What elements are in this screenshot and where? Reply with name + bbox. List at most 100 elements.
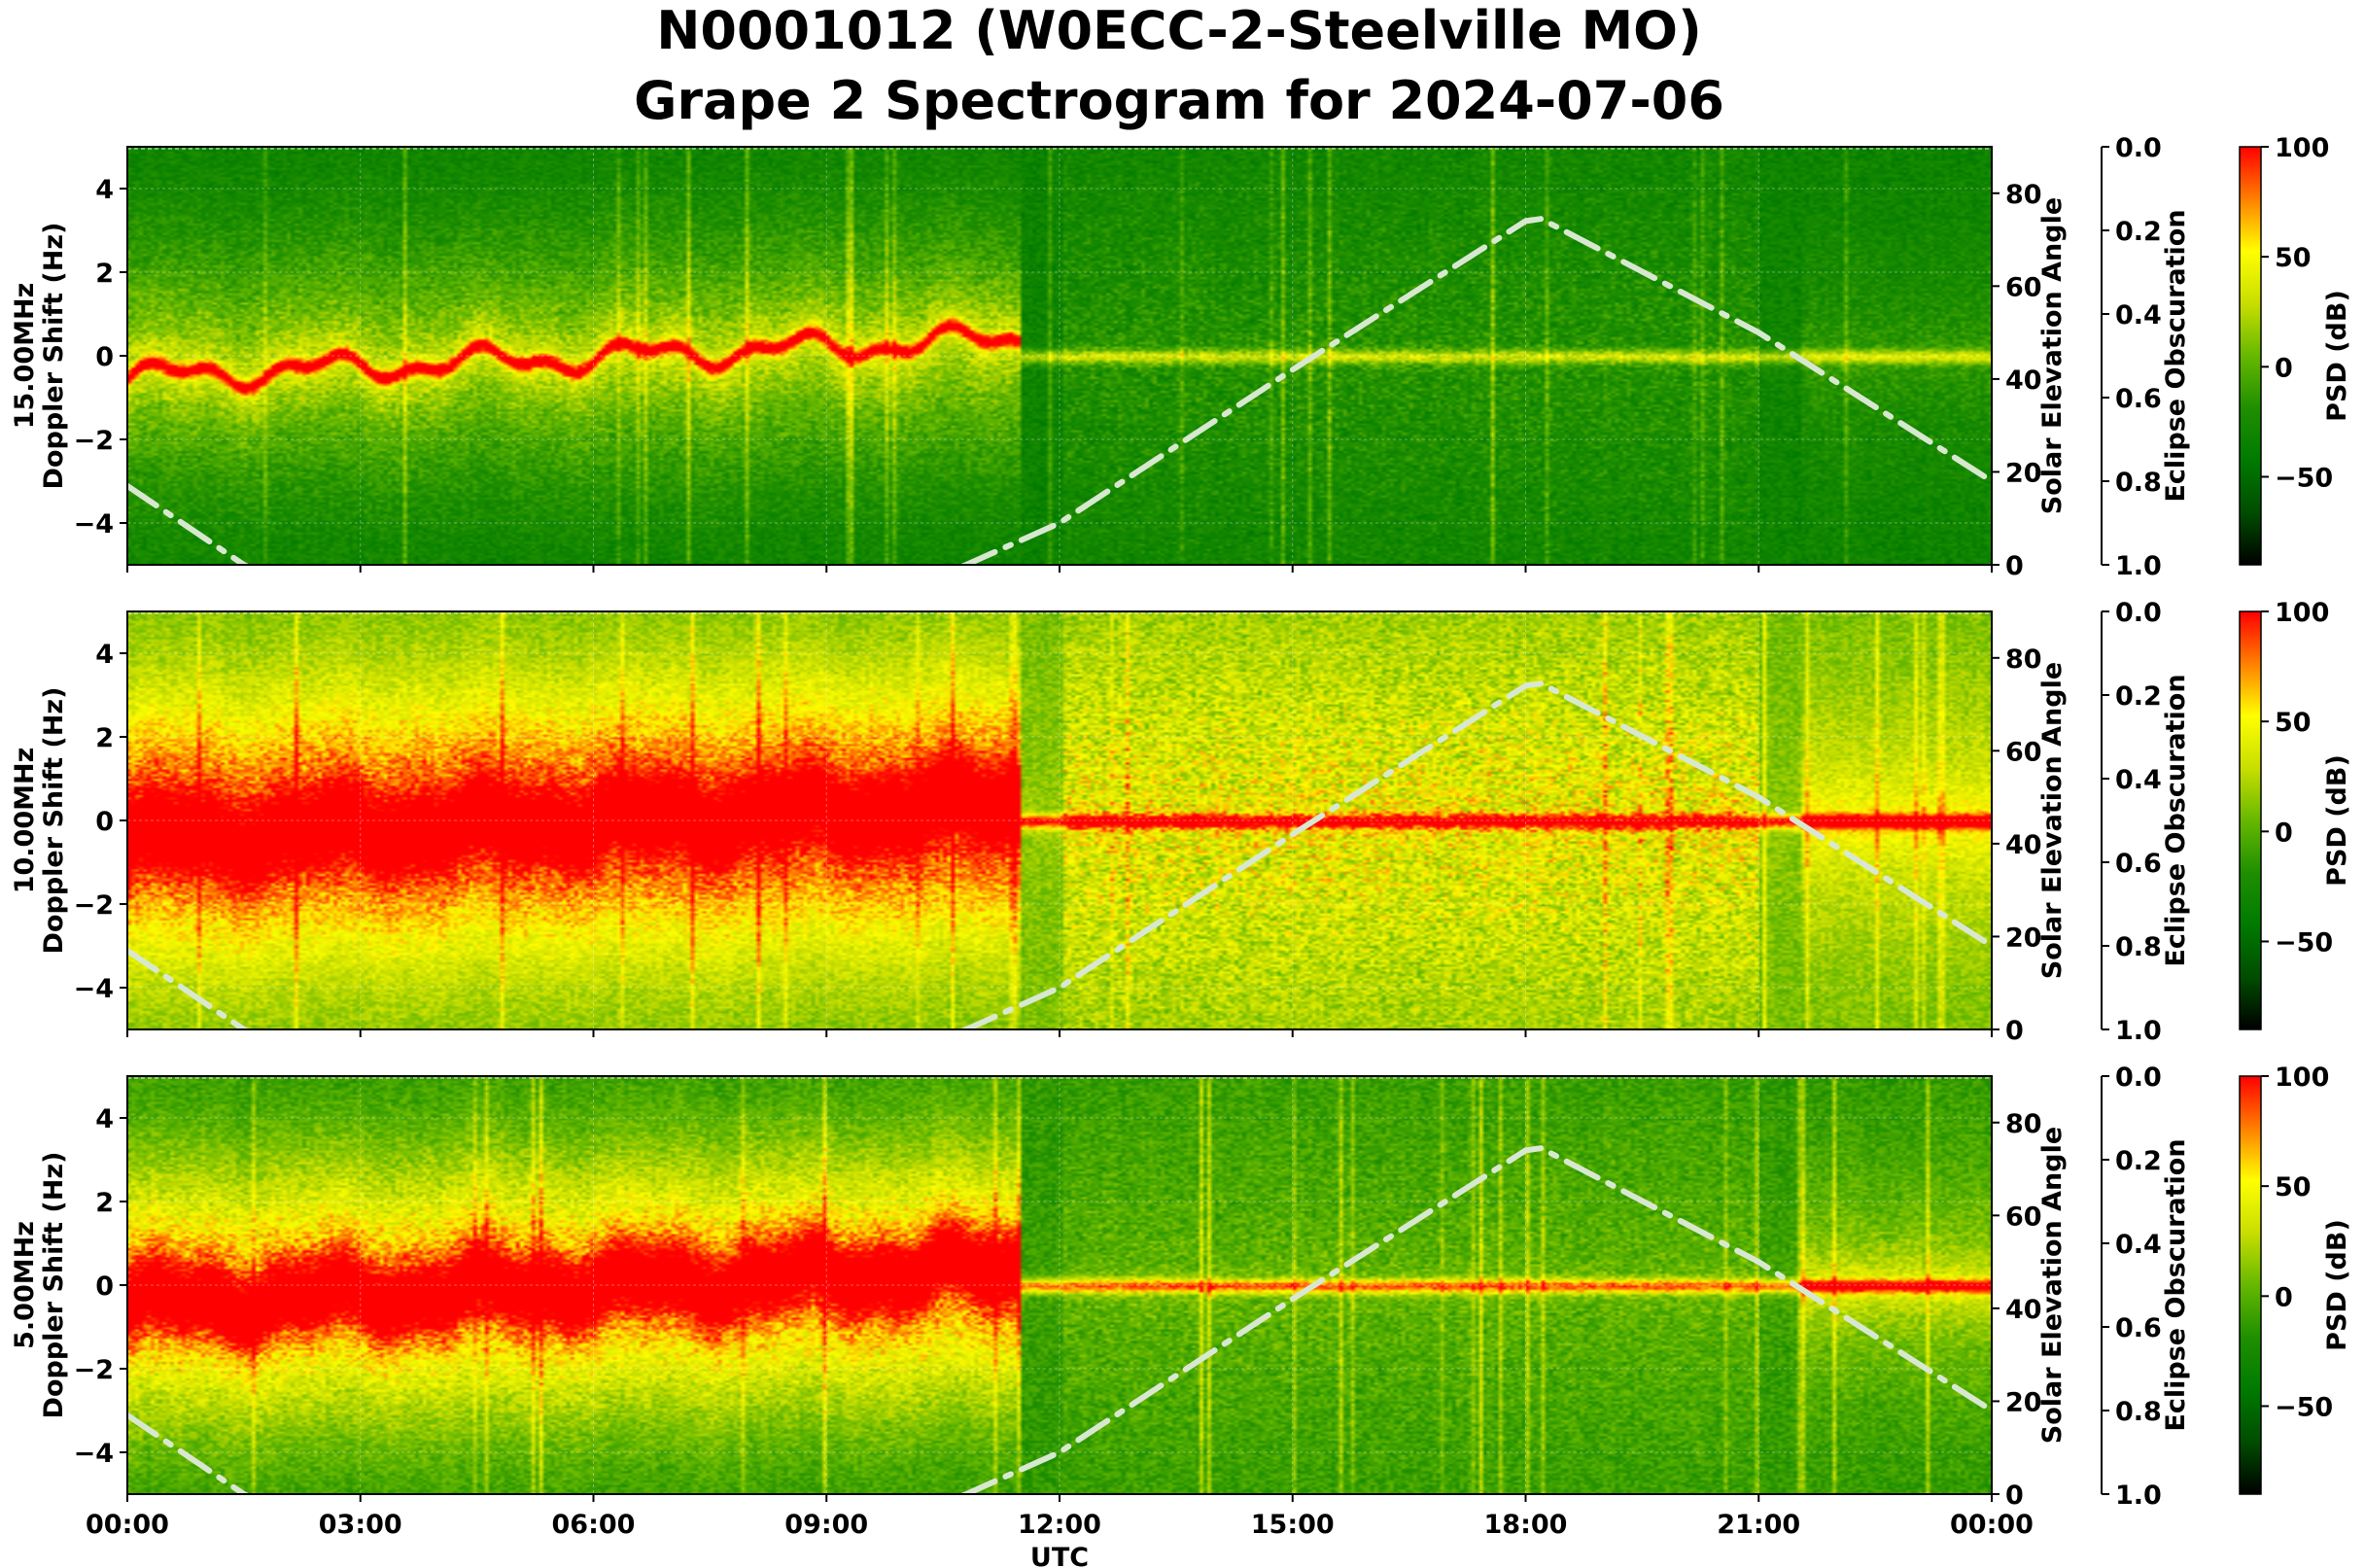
solar-tick-label: 60 xyxy=(2005,1202,2042,1232)
solar-tick-label: 80 xyxy=(2005,180,2042,210)
colorbar xyxy=(2239,1075,2262,1495)
colorbar-tick-label: 50 xyxy=(2275,708,2312,738)
x-tick-label: 00:00 xyxy=(86,1510,169,1540)
colorbar-tick-label: −50 xyxy=(2275,1392,2333,1422)
y-axis-label-band: 10.00MHz xyxy=(10,748,40,894)
colorbar-tick-label: 0 xyxy=(2275,1282,2293,1312)
colorbar-tick-label: 100 xyxy=(2275,598,2329,628)
colorbar-tick-label: 100 xyxy=(2275,133,2329,163)
y-tick-label: 4 xyxy=(95,175,114,205)
eclipse-tick-label: 0.6 xyxy=(2115,1313,2162,1343)
y-tick-label: 0 xyxy=(95,342,114,372)
y-axis-label: Doppler Shift (Hz) xyxy=(39,223,69,490)
y-tick-label: 2 xyxy=(95,723,114,753)
panel-5-00mhz: 4 2 0 −2 −4 00:00 03:00 06:00 09:00 12:00 15:00 18:… xyxy=(10,1063,2352,1568)
y-tick-label: −4 xyxy=(74,1439,114,1469)
solar-tick-label: 80 xyxy=(2005,645,2042,675)
solar-tick-label: 0 xyxy=(2005,551,2024,581)
y-tick-label: −2 xyxy=(74,1355,114,1385)
eclipse-tick-label: 1.0 xyxy=(2115,1016,2162,1046)
x-tick-label: 18:00 xyxy=(1484,1510,1568,1540)
x-tick-label: 06:00 xyxy=(552,1510,636,1540)
spectrogram-image xyxy=(127,1076,1992,1494)
solar-tick-label: 20 xyxy=(2005,923,2042,953)
y-tick-label: 4 xyxy=(95,640,114,670)
y-axis-label-band: 5.00MHz xyxy=(10,1221,40,1349)
x-tick-label: 21:00 xyxy=(1717,1510,1800,1540)
colorbar-label: PSD (dB) xyxy=(2322,754,2352,887)
y-tick-label: 2 xyxy=(95,1188,114,1218)
y-axis-label-band: 15.00MHz xyxy=(10,283,40,430)
eclipse-tick-label: 0.4 xyxy=(2115,765,2162,795)
y-axis-label: Doppler Shift (Hz) xyxy=(39,1152,69,1419)
colorbar-tick-label: −50 xyxy=(2275,463,2333,493)
eclipse-axis-label: Eclipse Obscuration xyxy=(2161,209,2191,502)
eclipse-tick-label: 0.8 xyxy=(2115,932,2162,962)
eclipse-axis-label: Eclipse Obscuration xyxy=(2161,1138,2191,1431)
colorbar-tick-label: 100 xyxy=(2275,1063,2329,1093)
eclipse-tick-label: 1.0 xyxy=(2115,551,2162,581)
colorbar-label: PSD (dB) xyxy=(2322,1219,2352,1351)
colorbar-tick-label: 0 xyxy=(2275,353,2293,383)
figure-title-line1: N0001012 (W0ECC-2-Steelville MO) xyxy=(656,0,1702,61)
x-tick-label: 09:00 xyxy=(784,1510,868,1540)
spectrogram-image xyxy=(127,611,1992,1029)
colorbar-label: PSD (dB) xyxy=(2322,290,2352,422)
panel-10-00mhz: 420−2−410.00MHz Doppler Shift (Hz)0204060… xyxy=(10,598,2352,1046)
y-tick-label: 4 xyxy=(95,1104,114,1134)
solar-elevation-curve xyxy=(127,680,1992,1029)
y-tick-label: 0 xyxy=(95,1272,114,1302)
solar-tick-label: 20 xyxy=(2005,458,2042,488)
solar-tick-label: 80 xyxy=(2005,1109,2042,1139)
eclipse-tick-label: 0.6 xyxy=(2115,384,2162,414)
colorbar-tick-label: 50 xyxy=(2275,1172,2312,1202)
eclipse-tick-label: 0.4 xyxy=(2115,1230,2162,1260)
eclipse-tick-label: 0.2 xyxy=(2115,681,2162,712)
solar-elevation-curve xyxy=(127,216,1992,565)
grid-lines xyxy=(126,1076,1993,1494)
x-tick-label: 03:00 xyxy=(319,1510,402,1540)
x-tick-label: 15:00 xyxy=(1251,1510,1335,1540)
solar-tick-label: 40 xyxy=(2005,1295,2042,1325)
solar-tick-label: 40 xyxy=(2005,830,2042,860)
solar-axis-label: Solar Elevation Angle xyxy=(2037,662,2068,979)
colorbar-tick-label: −50 xyxy=(2275,927,2333,958)
solar-elevation-curve xyxy=(127,1145,1992,1494)
eclipse-tick-label: 0.4 xyxy=(2115,300,2162,331)
panel-15-00mhz: 420−2−415.00MHz Doppler Shift (Hz)0204060… xyxy=(10,133,2352,581)
solar-tick-label: 60 xyxy=(2005,272,2042,302)
eclipse-tick-label: 1.0 xyxy=(2115,1481,2162,1511)
eclipse-tick-label: 0.2 xyxy=(2115,217,2162,247)
eclipse-tick-label: 0.0 xyxy=(2115,598,2162,628)
y-tick-label: −2 xyxy=(74,890,114,921)
x-tick-label: 12:00 xyxy=(1018,1510,1101,1540)
colorbar-tick-label: 0 xyxy=(2275,818,2293,848)
eclipse-tick-label: 0.0 xyxy=(2115,133,2162,163)
grid-lines xyxy=(126,147,1993,565)
y-axis-label: Doppler Shift (Hz) xyxy=(39,687,69,955)
eclipse-axis-label: Eclipse Obscuration xyxy=(2161,674,2191,966)
panels: 420−2−415.00MHz Doppler Shift (Hz)0204060… xyxy=(10,133,2352,1568)
solar-tick-label: 0 xyxy=(2005,1016,2024,1046)
spectrogram-image xyxy=(127,147,1992,565)
solar-tick-label: 40 xyxy=(2005,366,2042,396)
solar-tick-label: 0 xyxy=(2005,1481,2024,1511)
eclipse-tick-label: 0.2 xyxy=(2115,1146,2162,1176)
y-tick-label: −4 xyxy=(74,974,114,1004)
eclipse-tick-label: 0.8 xyxy=(2115,468,2162,498)
solar-tick-label: 60 xyxy=(2005,737,2042,767)
x-tick-label: 00:00 xyxy=(1950,1510,2034,1540)
eclipse-tick-label: 0.0 xyxy=(2115,1063,2162,1093)
y-tick-label: −2 xyxy=(74,426,114,456)
figure-title-line2: Grape 2 Spectrogram for 2024-07-06 xyxy=(634,70,1724,131)
y-tick-label: 0 xyxy=(95,807,114,837)
eclipse-tick-label: 0.8 xyxy=(2115,1397,2162,1427)
x-axis-label: UTC xyxy=(1030,1543,1089,1568)
y-tick-label: −4 xyxy=(74,509,114,540)
solar-axis-label: Solar Elevation Angle xyxy=(2037,1127,2068,1444)
colorbar-tick-label: 50 xyxy=(2275,243,2312,273)
solar-axis-label: Solar Elevation Angle xyxy=(2037,197,2068,514)
y-tick-label: 2 xyxy=(95,259,114,289)
colorbar xyxy=(2239,146,2262,566)
